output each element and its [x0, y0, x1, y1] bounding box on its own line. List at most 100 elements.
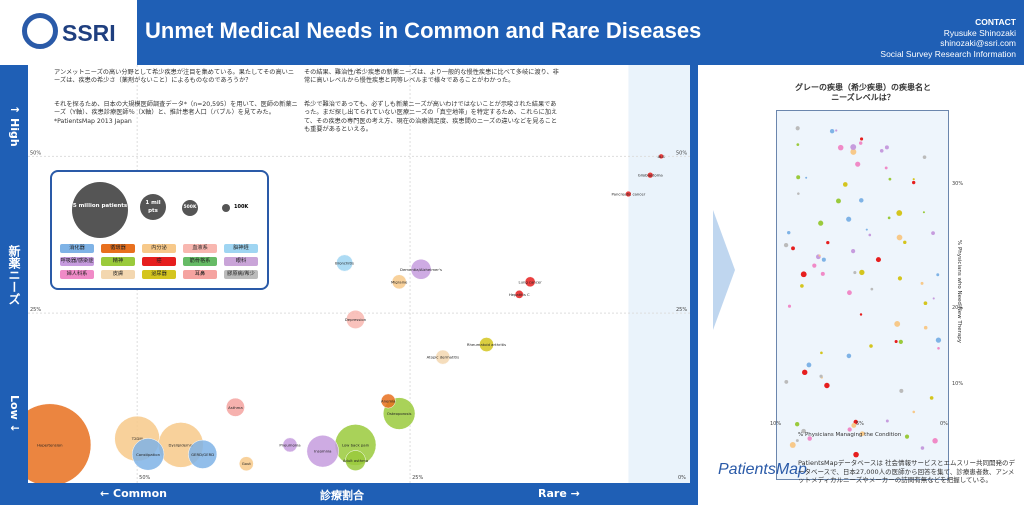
zoom-point: [821, 257, 826, 262]
x-common-label: ← Common: [100, 487, 167, 500]
zoom-point: [859, 198, 864, 203]
zoom-point: [911, 180, 916, 185]
point-label: Lung cancer: [519, 279, 543, 284]
data-point: [479, 337, 494, 352]
contact-email: shinozaki@ssri.com: [940, 38, 1016, 48]
data-point: [514, 290, 524, 299]
zoom-point: [936, 273, 940, 277]
zoom-plot: [776, 110, 949, 480]
zoom-point: [912, 178, 915, 181]
zoom-point: [853, 451, 859, 458]
point-label: Depression: [345, 317, 367, 322]
contact-label: CONTACT: [975, 17, 1016, 27]
chart-area: 50% 25% 50% 25% 50% 25% 0% Hypertension T2DM Dysl…: [28, 65, 690, 483]
zoom-point: [888, 177, 892, 181]
data-point: [346, 310, 365, 329]
y-tick-label: 25%: [30, 307, 41, 313]
point-label: Pancreatic cancer: [612, 192, 646, 197]
zoom-point: [929, 396, 934, 400]
y-tick-label-right: 25%: [676, 307, 687, 313]
zoom-point: [937, 346, 940, 350]
ssri-logo-icon: [22, 13, 58, 49]
paragraph-1b: それを探るため、日本の大規模医師調査データ*（n=20,595）を用いて、医師の…: [54, 101, 298, 125]
point-label: Anemia: [381, 399, 395, 404]
point-label: Bronchitis: [335, 261, 354, 266]
zoom-point: [812, 263, 817, 268]
zoom-point: [829, 128, 835, 134]
zoom-point: [826, 241, 830, 245]
zoom-y-tick: 10%: [952, 381, 964, 387]
zoom-point: [897, 276, 903, 281]
zoom-point: [802, 369, 808, 376]
legend-bubble-100k: [222, 204, 230, 212]
point-label: Low back pain: [342, 442, 370, 447]
page-title: Unmet Medical Needs in Common and Rare D…: [145, 18, 702, 43]
zoom-point: [824, 382, 830, 389]
contact-block: CONTACT Ryusuke Shinozaki shinozaki@ssri…: [880, 17, 1016, 59]
y-high-label: ↑ High: [8, 105, 21, 147]
zoom-scatter: [783, 126, 942, 458]
zoom-x-tick: 0%: [940, 421, 948, 427]
zoom-point: [904, 434, 910, 439]
zoom-point: [795, 439, 799, 443]
legend-100k-label: 100K: [234, 204, 249, 210]
legend-category: 婦人科系: [60, 270, 94, 279]
data-point: [625, 190, 632, 198]
zoom-point: [796, 175, 801, 180]
paragraph-2a: その結果、難治性/希少疾患の新薬ニーズは、より一般的な慢性疾患に比べて多岐に渡り…: [304, 69, 559, 85]
zoom-point: [853, 271, 857, 275]
x-axis-bar: ← Common 診療割合 Rare →: [0, 483, 690, 505]
data-point: [410, 258, 432, 280]
y-tick-label: 50%: [30, 150, 41, 156]
data-point: [647, 172, 654, 179]
point-label: Dementia/Alzheimer's: [400, 267, 442, 272]
zoom-point: [801, 428, 806, 434]
paragraph-1a: アンメットニーズの高い分野として希少疾患が注目を集めている。果たしてその高いニー…: [54, 69, 295, 85]
zoom-point: [884, 145, 889, 150]
legend-category: 膠原病/希少: [224, 270, 258, 279]
legend-bubble-5m: 5 million patients: [72, 182, 128, 238]
x-tick-label: 0%: [678, 475, 686, 481]
zoom-point: [805, 176, 808, 179]
zoom-point: [931, 231, 935, 235]
title-bar: Unmet Medical Needs in Common and Rare D…: [137, 0, 1024, 65]
zoom-point: [869, 344, 873, 348]
data-point: [336, 254, 354, 272]
zoom-y-label: % Physicians who Need New Therapy: [956, 240, 962, 344]
zoom-point: [789, 442, 796, 448]
zoom-point: [912, 410, 916, 414]
x-tick-label: 25%: [412, 475, 423, 481]
zoom-x-tick: 5%: [856, 421, 864, 427]
ssri-logo: SSRI: [0, 0, 137, 65]
legend-category: 内分泌: [142, 244, 176, 253]
x-tick-label: 50%: [139, 475, 150, 481]
zoom-point: [806, 362, 812, 368]
legend-category: 眼科: [224, 257, 258, 266]
point-label: ALS: [658, 154, 666, 159]
zoom-point: [858, 141, 863, 145]
zoom-point: [896, 234, 903, 241]
contact-name: Ryusuke Shinozaki: [943, 27, 1016, 38]
zoom-point: [935, 337, 942, 343]
point-label: Hepatitis C: [509, 292, 530, 297]
zoom-point: [847, 290, 852, 296]
zoom-point: [870, 287, 874, 291]
zoom-point: [896, 210, 903, 216]
zoom-point: [922, 211, 925, 214]
point-label: Gout: [242, 461, 252, 466]
zoom-point: [837, 144, 844, 151]
data-point: [658, 153, 664, 160]
data-point: [28, 403, 92, 483]
data-point: [380, 393, 396, 409]
data-point: [345, 450, 366, 471]
zoom-point: [819, 374, 823, 378]
zoom-point: [796, 143, 800, 146]
legend-category: 呼吸器/感染症: [60, 257, 94, 266]
point-label: Hypertension: [37, 442, 63, 447]
zoom-point: [875, 257, 881, 263]
zoom-y-tick: 30%: [952, 181, 964, 187]
legend-category: 耳鼻: [183, 270, 217, 279]
data-point: [188, 439, 218, 469]
zoom-point: [851, 249, 856, 254]
zoom-point: [800, 284, 804, 288]
